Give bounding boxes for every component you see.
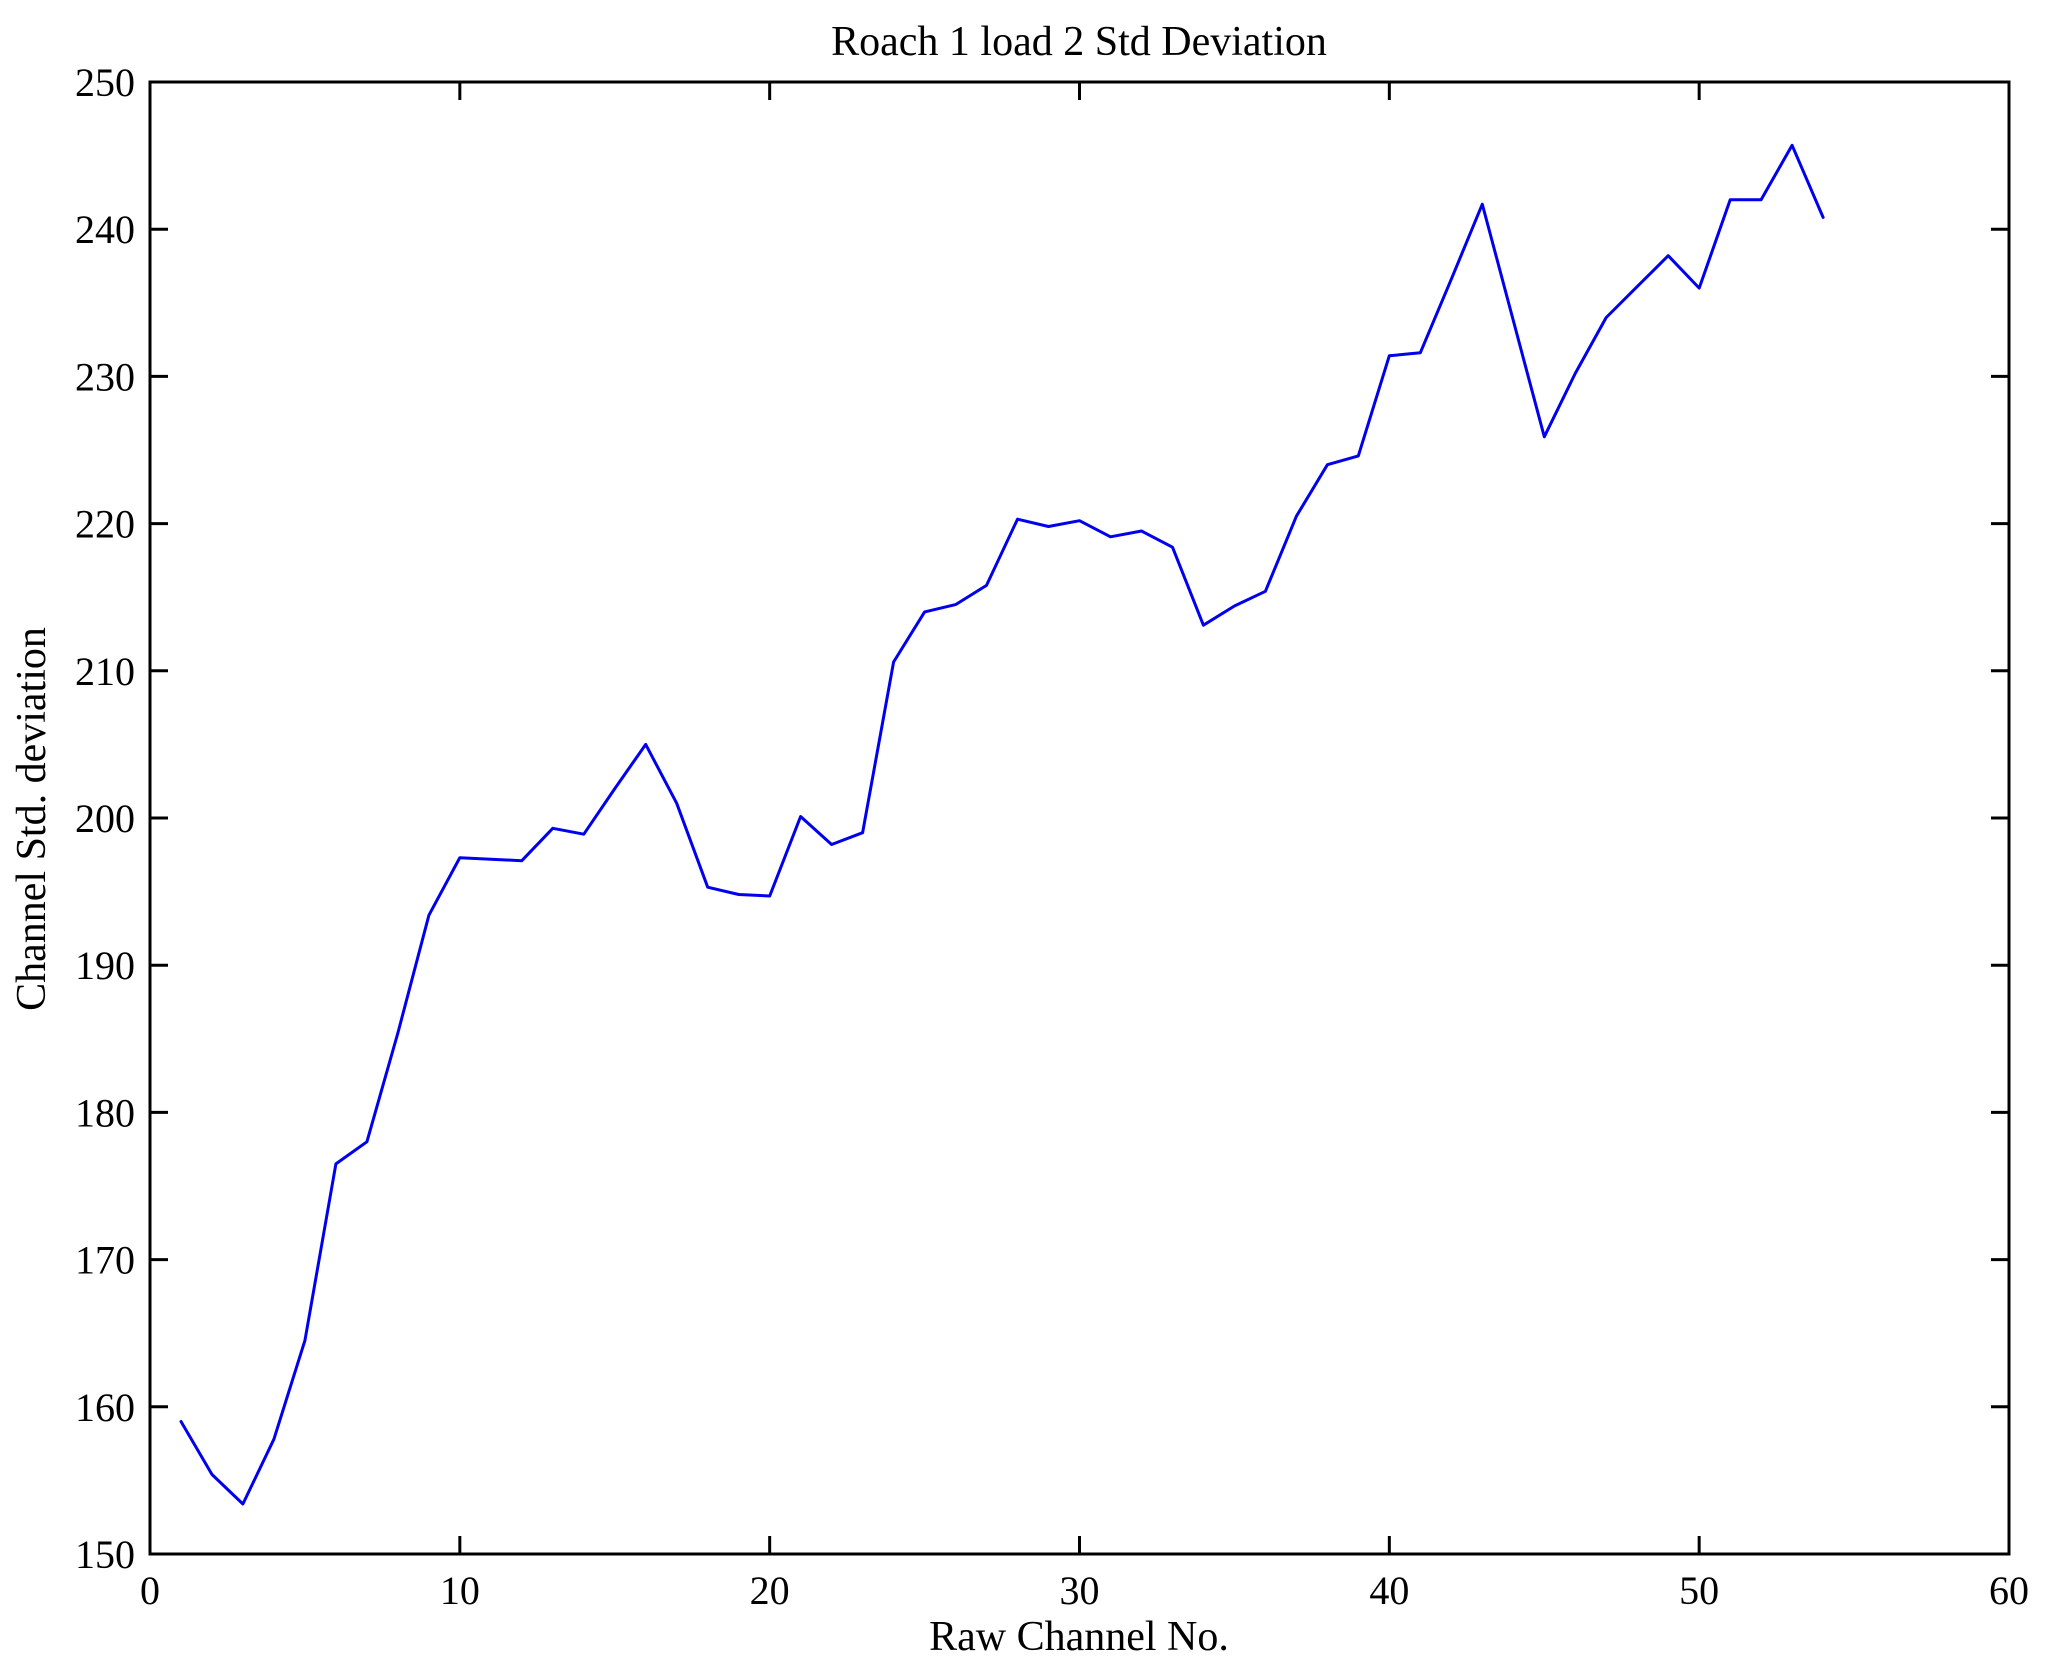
data-series (179, 143, 1825, 1506)
x-axis-label: Raw Channel No. (929, 1614, 1229, 1660)
x-tick-label: 30 (1060, 1568, 1100, 1613)
y-tick-label: 180 (75, 1090, 135, 1135)
y-tick-label: 210 (75, 649, 135, 694)
chart-title: Roach 1 load 2 Std Deviation (831, 19, 1327, 65)
y-tick-label: 240 (75, 207, 135, 252)
y-tick-label: 170 (75, 1238, 135, 1283)
axes-box-rect (148, 80, 2011, 1556)
axis-tick-labels: 0 10 20 30 40 50 60 150 160 170 180 190 200 210 220 230… (75, 60, 2029, 1613)
y-axis-label: Channel Std. deviation (9, 627, 55, 1011)
data-line-channel-std-deviation (179, 143, 1825, 1506)
y-tick-label: 250 (75, 60, 135, 105)
x-tick-label: 0 (140, 1568, 160, 1613)
axis-ticks (148, 80, 2011, 1556)
x-tick-label: 50 (1679, 1568, 1719, 1613)
x-tick-label: 60 (1989, 1568, 2029, 1613)
x-tick-label: 40 (1369, 1568, 1409, 1613)
y-tick-label: 230 (75, 354, 135, 399)
x-tick-label: 10 (440, 1568, 480, 1613)
y-tick-label: 220 (75, 502, 135, 547)
axes-box (148, 80, 2011, 1556)
y-tick-label: 190 (75, 943, 135, 988)
x-tick-label: 20 (750, 1568, 790, 1613)
y-tick-label: 160 (75, 1385, 135, 1430)
y-tick-label: 200 (75, 796, 135, 841)
y-tick-label: 150 (75, 1532, 135, 1577)
